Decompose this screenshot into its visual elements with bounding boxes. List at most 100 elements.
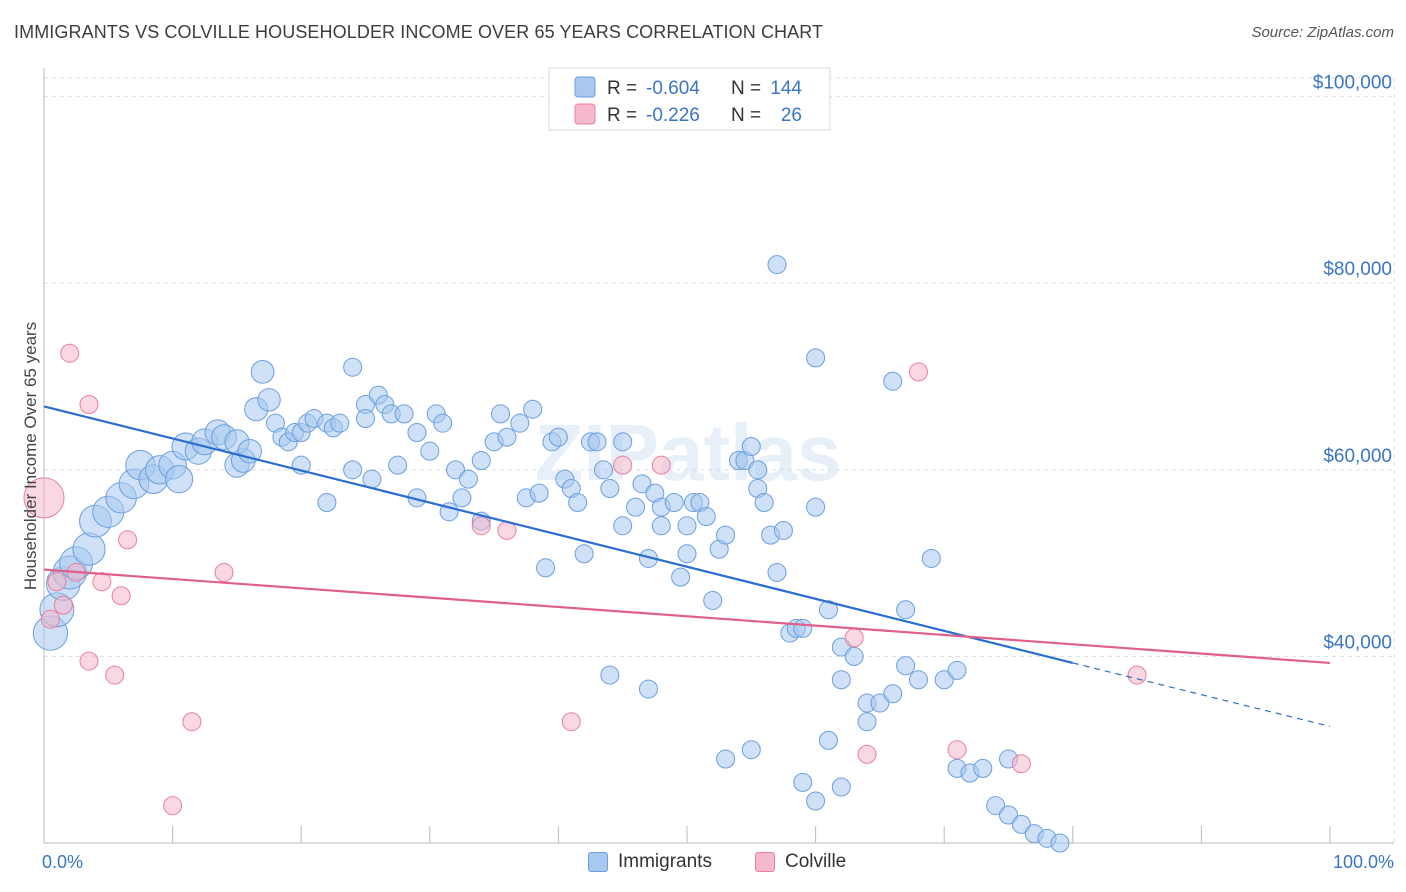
immigrants-point [458,469,478,489]
immigrants-point [651,516,671,536]
immigrants-point [510,413,530,433]
immigrants-point [793,618,813,638]
legend-label-immigrants: Immigrants [618,851,712,872]
immigrants-point [356,409,375,429]
immigrants-point [330,413,350,433]
y-tick-labels: $40,000 $60,000 $80,000 $100,000 [1313,73,1392,654]
immigrants-point [870,693,890,713]
immigrants-point [857,712,877,732]
immigrants-point [388,455,408,475]
series-legend: Immigrants Colville [0,851,1406,879]
immigrants-point [491,404,511,424]
colville-point [53,595,73,615]
immigrants-point [818,600,838,620]
immigrants-point [257,388,281,412]
legend-n-value-2: 26 [781,105,802,126]
immigrants-point [716,525,736,545]
immigrants-point [806,497,826,517]
legend-n-value-1: 144 [770,78,802,99]
immigrants-point [896,656,916,676]
y-axis-label: Householder Income Over 65 years [21,322,40,590]
immigrants-point [613,432,633,452]
immigrants-point [921,548,941,568]
immigrants-point [587,432,607,452]
data-points [23,255,1147,853]
immigrants-point [703,590,723,610]
colville-point [1127,665,1147,685]
immigrants-point [748,460,768,480]
immigrants-point [536,558,556,578]
legend-r-label-1: R = [607,78,637,99]
y-tick-label: $40,000 [1323,632,1392,653]
immigrants-point [677,544,697,564]
immigrants-point [433,413,453,433]
axes [43,68,1394,844]
immigrants-point [716,749,736,769]
y-tick-label: $100,000 [1313,73,1392,94]
immigrants-trend-extension [1072,662,1331,727]
immigrants-point [741,740,761,760]
colville-point [60,343,80,363]
immigrants-point [883,684,903,704]
stats-legend: R = -0.604 N = 144 R = -0.226 N = 26 [548,67,831,131]
immigrants-point [548,427,568,447]
y-tick-label: $80,000 [1323,259,1392,280]
colville-point [47,572,67,592]
immigrants-point [831,777,851,797]
immigrants-point [407,423,427,443]
immigrants-point [72,532,106,566]
immigrants-point [806,348,826,368]
immigrants-point [362,469,382,489]
colville-point [79,395,99,415]
immigrants-point [767,562,787,582]
immigrants-point [317,492,337,512]
colville-point [1011,754,1031,774]
colville-point [844,628,864,648]
immigrants-point [638,679,658,699]
immigrants-point [600,665,620,685]
immigrants-point [677,516,697,536]
immigrants-point [613,516,633,536]
immigrants-point [831,670,851,690]
trend-lines [43,405,1331,727]
legend-swatch-immigrants [574,76,596,98]
immigrants-point [343,460,363,480]
immigrants-point [529,483,549,503]
immigrants-point [446,460,466,480]
immigrants-point [600,478,620,498]
immigrants-point [626,497,646,517]
x-tick-label-max: 100.0% [1332,852,1394,872]
immigrants-point [250,360,275,384]
colville-point [111,586,131,606]
chart-source: Source: ZipAtlas.com [1251,24,1394,41]
colville-point [947,740,967,760]
legend-item-immigrants[interactable]: Immigrants [588,851,712,873]
colville-point [182,712,202,732]
immigrants-point [523,399,543,419]
immigrants-point [767,255,787,275]
immigrants-point [696,506,716,526]
chart-title: IMMIGRANTS VS COLVILLE HOUSEHOLDER INCOM… [14,22,824,42]
immigrants-point [818,730,838,750]
immigrants-swatch [588,852,608,872]
immigrants-point [593,460,613,480]
colville-point [651,455,671,475]
immigrants-point [420,441,440,461]
immigrants-point [831,637,851,657]
immigrants-point [806,791,826,811]
x-tick-label-min: 0.0% [42,852,84,872]
colville-point [118,530,138,550]
colville-point [23,477,65,519]
legend-r-value-2: -0.226 [646,105,700,126]
colville-point [79,651,99,671]
immigrants-point [908,670,928,690]
legend-r-value-1: -0.604 [646,78,700,99]
immigrants-point [844,646,864,666]
legend-n-label-2: N = [731,105,761,126]
legend-label-colville: Colville [785,851,847,872]
legend-n-label-1: N = [731,78,761,99]
colville-point [214,562,234,582]
legend-item-colville[interactable]: Colville [755,851,846,873]
immigrants-point [896,600,916,620]
